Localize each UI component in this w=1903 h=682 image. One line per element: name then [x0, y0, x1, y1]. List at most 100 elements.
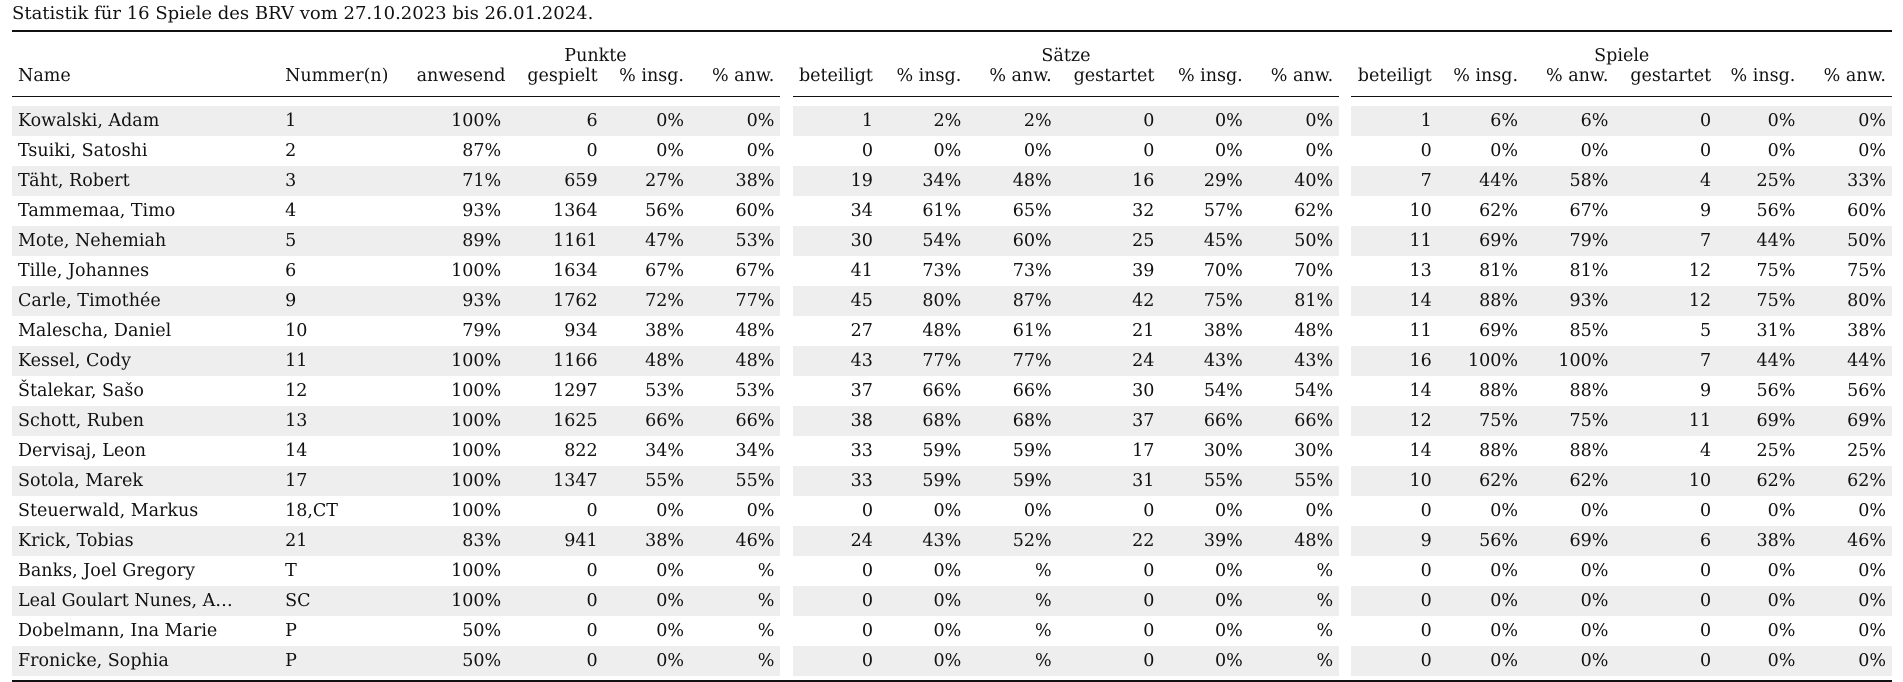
- cell-spiele-gestartet-insg: 31%: [1717, 316, 1802, 346]
- cell-nummer: 11: [279, 346, 411, 376]
- cell-saetze-beteiligt-insg: 59%: [878, 466, 968, 496]
- cell-name: Sotola, Marek: [12, 466, 280, 496]
- cell-saetze-gestartet-insg: 0%: [1160, 556, 1249, 586]
- cell-saetze-gestartet-anw: 48%: [1248, 526, 1340, 556]
- cell-spiele-gestartet-anw: 0%: [1801, 556, 1892, 586]
- cell-saetze-gestartet-insg: 0%: [1160, 616, 1249, 646]
- cell-saetze-beteiligt-anw: %: [967, 646, 1058, 676]
- cell-spiele-gestartet: 0: [1614, 496, 1718, 526]
- cell-saetze-gestartet-insg: 57%: [1160, 196, 1249, 226]
- cell-nummer: 2: [279, 136, 411, 166]
- cell-spiele-beteiligt-insg: 62%: [1437, 466, 1525, 496]
- cell-saetze-gestartet-insg: 0%: [1160, 106, 1249, 136]
- cell-nummer: 14: [279, 436, 411, 466]
- cell-spiele-gestartet-anw: 0%: [1801, 106, 1892, 136]
- cell-nummer: 21: [279, 526, 411, 556]
- cell-saetze-beteiligt-anw: %: [967, 556, 1058, 586]
- cell-punkte-gespielt: 822: [507, 436, 604, 466]
- cell-spiele-gestartet-insg: 75%: [1717, 286, 1802, 316]
- cell-saetze-beteiligt: 43: [792, 346, 879, 376]
- cell-punkte-gespielt: 0: [507, 586, 604, 616]
- cell-spiele-beteiligt-anw: 81%: [1524, 256, 1615, 286]
- column-header-punkte-anwesend: anwesend: [410, 66, 508, 97]
- cell-saetze-gestartet-insg: 54%: [1160, 376, 1249, 406]
- cell-spiele-gestartet-insg: 0%: [1717, 496, 1802, 526]
- cell-saetze-beteiligt-anw: 77%: [967, 346, 1058, 376]
- cell-spiele-beteiligt-anw: 75%: [1524, 406, 1615, 436]
- cell-spiele-beteiligt-insg: 69%: [1437, 226, 1525, 256]
- cell-saetze-beteiligt: 0: [792, 496, 879, 526]
- column-header-name: Name: [12, 66, 280, 97]
- cell-saetze-gestartet-anw: %: [1248, 556, 1340, 586]
- cell-punkte-insg: 0%: [603, 646, 690, 676]
- column-header-saetze-beteiligt-insg: % insg.: [878, 66, 968, 97]
- cell-punkte-anw: 66%: [689, 406, 781, 436]
- cell-nummer: P: [279, 646, 411, 676]
- cell-saetze-beteiligt: 0: [792, 646, 879, 676]
- cell-spiele-gestartet: 0: [1614, 556, 1718, 586]
- cell-spiele-gestartet-anw: 33%: [1801, 166, 1892, 196]
- cell-punkte-insg: 56%: [603, 196, 690, 226]
- cell-punkte-insg: 66%: [603, 406, 690, 436]
- cell-saetze-beteiligt: 1: [792, 106, 879, 136]
- cell-spiele-beteiligt-insg: 69%: [1437, 316, 1525, 346]
- cell-saetze-beteiligt-insg: 61%: [878, 196, 968, 226]
- cell-spiele-gestartet-anw: 60%: [1801, 196, 1892, 226]
- cell-saetze-beteiligt: 41: [792, 256, 879, 286]
- cell-saetze-beteiligt: 38: [792, 406, 879, 436]
- cell-saetze-gestartet: 0: [1057, 556, 1161, 586]
- cell-punkte-insg: 67%: [603, 256, 690, 286]
- cell-punkte-anw: 67%: [689, 256, 781, 286]
- cell-nummer: 13: [279, 406, 411, 436]
- cell-punkte-anwesend: 89%: [410, 226, 508, 256]
- cell-name: Dervisaj, Leon: [12, 436, 280, 466]
- cell-punkte-anwesend: 100%: [410, 376, 508, 406]
- table-row: Dervisaj, Leon 14 100% 822 34% 34% 33 59% 59% 17 3…: [12, 436, 1892, 466]
- cell-spiele-gestartet: 10: [1614, 466, 1718, 496]
- cell-punkte-gespielt: 6: [507, 106, 604, 136]
- cell-saetze-gestartet-anw: 50%: [1248, 226, 1340, 256]
- cell-saetze-beteiligt-anw: 73%: [967, 256, 1058, 286]
- cell-punkte-anwesend: 50%: [410, 646, 508, 676]
- cell-spiele-beteiligt-insg: 88%: [1437, 376, 1525, 406]
- cell-saetze-gestartet-anw: 62%: [1248, 196, 1340, 226]
- cell-spiele-gestartet: 6: [1614, 526, 1718, 556]
- cell-spiele-beteiligt-insg: 75%: [1437, 406, 1525, 436]
- cell-spiele-gestartet-anw: 80%: [1801, 286, 1892, 316]
- cell-spiele-gestartet-anw: 46%: [1801, 526, 1892, 556]
- cell-spiele-beteiligt-anw: 67%: [1524, 196, 1615, 226]
- column-header-saetze-beteiligt-anw: % anw.: [967, 66, 1058, 97]
- cell-spiele-gestartet-insg: 56%: [1717, 376, 1802, 406]
- cell-nummer: 17: [279, 466, 411, 496]
- cell-saetze-gestartet-anw: 81%: [1248, 286, 1340, 316]
- column-header-saetze-beteiligt: beteiligt: [792, 66, 879, 97]
- cell-saetze-gestartet-insg: 70%: [1160, 256, 1249, 286]
- cell-saetze-beteiligt: 27: [792, 316, 879, 346]
- cell-saetze-beteiligt-insg: 77%: [878, 346, 968, 376]
- cell-saetze-beteiligt-anw: %: [967, 616, 1058, 646]
- cell-saetze-beteiligt: 24: [792, 526, 879, 556]
- cell-saetze-gestartet: 22: [1057, 526, 1161, 556]
- cell-spiele-beteiligt-anw: 93%: [1524, 286, 1615, 316]
- cell-spiele-gestartet-anw: 25%: [1801, 436, 1892, 466]
- cell-spiele-beteiligt-anw: 88%: [1524, 436, 1615, 466]
- table-row: Schott, Ruben 13 100% 1625 66% 66% 38 68% 68% 37 6…: [12, 406, 1892, 436]
- cell-spiele-beteiligt-insg: 81%: [1437, 256, 1525, 286]
- table-body: Kowalski, Adam 1 100% 6 0% 0% 1 2% 2% 0 0% 0% 1 6% 6% 0…: [12, 106, 1892, 676]
- cell-spiele-gestartet: 0: [1614, 646, 1718, 676]
- cell-punkte-insg: 48%: [603, 346, 690, 376]
- cell-saetze-gestartet: 0: [1057, 646, 1161, 676]
- table-row: Banks, Joel Gregory T 100% 0 0%% 0 0%% 0 0%% 0 0% 0…: [12, 556, 1892, 586]
- cell-spiele-beteiligt: 13: [1351, 256, 1438, 286]
- cell-spiele-beteiligt-insg: 44%: [1437, 166, 1525, 196]
- cell-spiele-gestartet: 4: [1614, 436, 1718, 466]
- cell-nummer: T: [279, 556, 411, 586]
- cell-saetze-beteiligt-insg: 0%: [878, 136, 968, 166]
- table-caption: Statistik für 16 Spiele des BRV vom 27.1…: [12, 3, 594, 24]
- cell-saetze-beteiligt-anw: 2%: [967, 106, 1058, 136]
- cell-spiele-beteiligt-anw: 79%: [1524, 226, 1615, 256]
- cell-saetze-beteiligt-insg: 48%: [878, 316, 968, 346]
- cell-name: Fronicke, Sophia: [12, 646, 280, 676]
- cell-nummer: P: [279, 616, 411, 646]
- cell-saetze-gestartet: 37: [1057, 406, 1161, 436]
